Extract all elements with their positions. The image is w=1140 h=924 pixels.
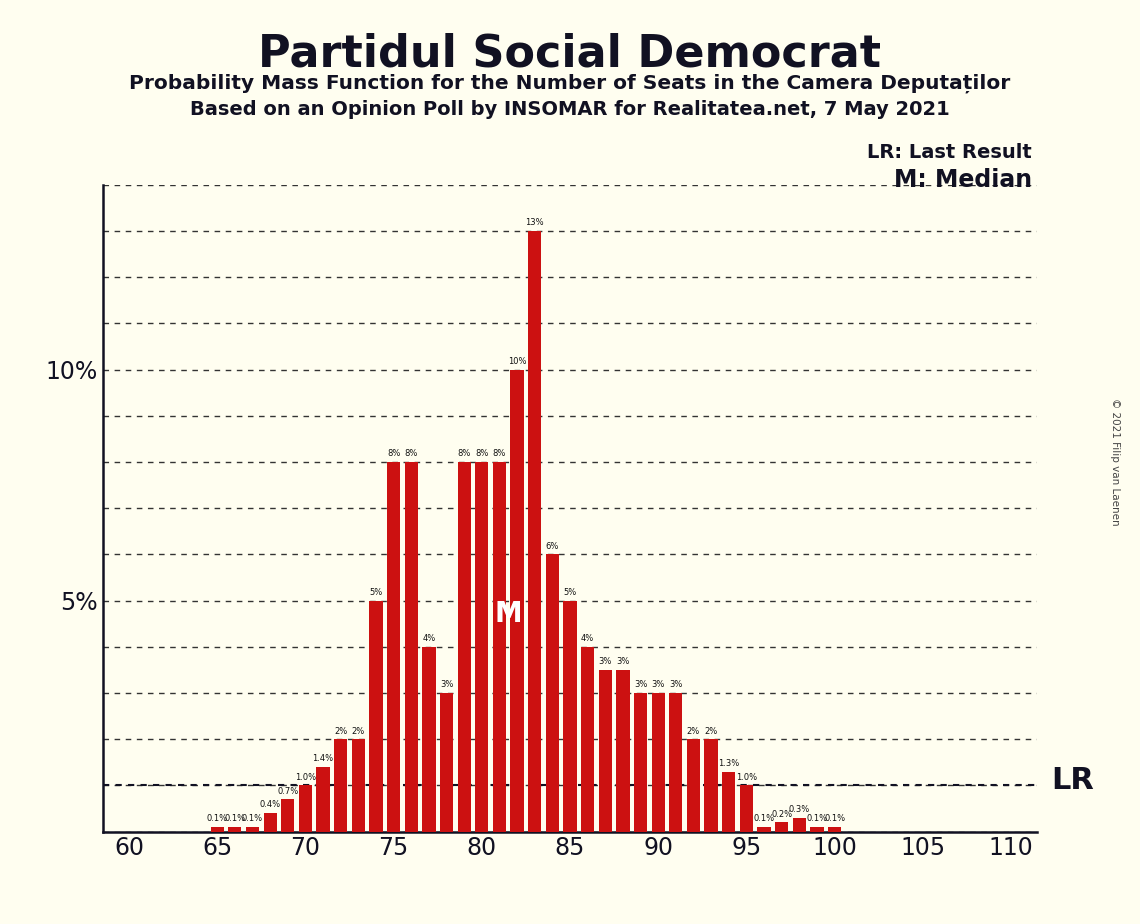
Text: 3%: 3% (617, 657, 629, 666)
Bar (617, 670, 629, 832)
Bar (811, 827, 823, 832)
Bar (299, 785, 312, 832)
Bar (686, 739, 700, 832)
Text: Probability Mass Function for the Number of Seats in the Camera Deputaților: Probability Mass Function for the Number… (129, 74, 1011, 93)
Text: 8%: 8% (386, 449, 400, 458)
Bar (386, 462, 400, 832)
Bar (775, 822, 788, 832)
Text: 0.1%: 0.1% (806, 814, 828, 823)
Bar (598, 670, 612, 832)
Bar (334, 739, 348, 832)
Text: 8%: 8% (492, 449, 506, 458)
Text: © 2021 Filip van Laenen: © 2021 Filip van Laenen (1110, 398, 1119, 526)
Bar (492, 462, 506, 832)
Text: 0.1%: 0.1% (824, 814, 845, 823)
Text: 4%: 4% (581, 634, 594, 643)
Text: 0.1%: 0.1% (225, 814, 245, 823)
Bar (440, 693, 454, 832)
Bar (740, 785, 754, 832)
Text: 3%: 3% (440, 680, 454, 689)
Text: 0.1%: 0.1% (242, 814, 263, 823)
Text: 0.1%: 0.1% (754, 814, 774, 823)
Text: 0.4%: 0.4% (260, 800, 280, 809)
Bar (757, 827, 771, 832)
Text: 0.7%: 0.7% (277, 786, 299, 796)
Bar (563, 601, 577, 832)
Text: 3%: 3% (634, 680, 648, 689)
Bar (792, 818, 806, 832)
Text: 2%: 2% (686, 726, 700, 736)
Text: 2%: 2% (705, 726, 718, 736)
Bar (369, 601, 383, 832)
Bar (422, 647, 435, 832)
Text: M: M (495, 601, 522, 628)
Text: 0.1%: 0.1% (206, 814, 228, 823)
Text: LR: Last Result: LR: Last Result (866, 143, 1032, 163)
Bar (263, 813, 277, 832)
Bar (828, 827, 841, 832)
Text: 0.2%: 0.2% (771, 809, 792, 819)
Bar (457, 462, 471, 832)
Bar (317, 767, 329, 832)
Text: 2%: 2% (334, 726, 348, 736)
Bar (669, 693, 683, 832)
Bar (705, 739, 718, 832)
Text: 4%: 4% (422, 634, 435, 643)
Text: Based on an Opinion Poll by INSOMAR for Realitatea.net, 7 May 2021: Based on an Opinion Poll by INSOMAR for … (190, 100, 950, 119)
Text: 0.3%: 0.3% (789, 805, 809, 814)
Text: 8%: 8% (405, 449, 418, 458)
Text: LR: LR (1051, 766, 1094, 796)
Bar (475, 462, 488, 832)
Bar (722, 772, 735, 832)
Bar (511, 370, 523, 832)
Bar (282, 799, 294, 832)
Bar (581, 647, 594, 832)
Text: 13%: 13% (526, 218, 544, 227)
Text: 8%: 8% (475, 449, 489, 458)
Text: 5%: 5% (563, 588, 577, 597)
Bar (652, 693, 665, 832)
Text: 8%: 8% (457, 449, 471, 458)
Text: 6%: 6% (546, 541, 559, 551)
Text: 1.4%: 1.4% (312, 754, 334, 763)
Text: M: Median: M: Median (894, 168, 1032, 192)
Bar (228, 827, 242, 832)
Text: 3%: 3% (669, 680, 683, 689)
Bar (634, 693, 648, 832)
Bar (546, 554, 559, 832)
Text: 3%: 3% (651, 680, 665, 689)
Bar (352, 739, 365, 832)
Bar (211, 827, 223, 832)
Text: 3%: 3% (598, 657, 612, 666)
Bar (246, 827, 259, 832)
Text: 1.3%: 1.3% (718, 759, 740, 768)
Bar (528, 231, 542, 832)
Text: 2%: 2% (352, 726, 365, 736)
Text: 1.0%: 1.0% (295, 772, 316, 782)
Bar (405, 462, 418, 832)
Text: 1.0%: 1.0% (735, 772, 757, 782)
Text: 10%: 10% (507, 357, 527, 366)
Text: 5%: 5% (369, 588, 383, 597)
Text: Partidul Social Democrat: Partidul Social Democrat (259, 32, 881, 76)
